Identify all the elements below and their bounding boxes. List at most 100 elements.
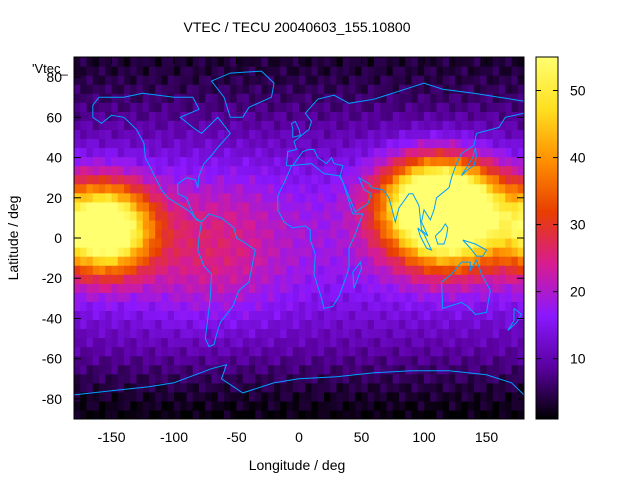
heatmap-cell (86, 310, 94, 321)
heatmap-cell (492, 319, 500, 330)
heatmap-cell (324, 391, 331, 402)
heatmap-cell (374, 319, 381, 330)
heatmap-cell (480, 147, 488, 158)
heatmap-cell (517, 301, 524, 311)
heatmap-cell (299, 228, 306, 239)
heatmap-cell (336, 183, 344, 194)
heatmap-cell (192, 219, 200, 230)
heatmap-cell (317, 156, 325, 167)
heatmap-cell (424, 84, 431, 94)
heatmap-cell (255, 256, 263, 266)
heatmap-cell (430, 111, 438, 121)
heatmap-cell (111, 346, 119, 357)
heatmap-cell (286, 310, 294, 321)
heatmap-cell (136, 93, 144, 103)
heatmap-cell (455, 346, 463, 357)
heatmap-cell (467, 346, 475, 357)
heatmap-cell (424, 93, 431, 103)
heatmap-cell (155, 156, 163, 167)
heatmap-cell (111, 210, 119, 221)
heatmap-cell (236, 102, 244, 112)
heatmap-cell (380, 156, 388, 167)
heatmap-cell (405, 238, 413, 248)
heatmap-cell (417, 346, 425, 357)
heatmap-cell (74, 183, 81, 194)
heatmap-cell (505, 129, 513, 140)
heatmap-cell (217, 165, 225, 176)
heatmap-cell (305, 129, 313, 140)
heatmap-cell (380, 346, 388, 357)
heatmap-cell (330, 409, 338, 419)
heatmap-cell (361, 75, 369, 85)
heatmap-cell (130, 57, 138, 67)
heatmap-cell (480, 238, 488, 248)
heatmap-cell (336, 192, 344, 203)
heatmap-cell (317, 319, 325, 330)
heatmap-cell (330, 328, 338, 339)
heatmap-cell (261, 364, 269, 375)
heatmap-cell (330, 192, 338, 203)
heatmap-cell (486, 409, 494, 419)
heatmap-cell (211, 201, 219, 212)
heatmap-cell (517, 174, 524, 185)
heatmap-cell (74, 310, 81, 321)
heatmap-cell (80, 102, 88, 112)
heatmap-cell (205, 156, 213, 167)
heatmap-cell (511, 165, 519, 176)
heatmap-cell (499, 256, 506, 266)
heatmap-cell (499, 120, 506, 130)
heatmap-cell (149, 328, 156, 339)
heatmap-cell (474, 219, 481, 230)
heatmap-cell (386, 165, 394, 176)
heatmap-cell (261, 165, 269, 176)
heatmap-cell (105, 319, 113, 330)
heatmap-cell (142, 138, 150, 149)
heatmap-cell (324, 256, 331, 266)
heatmap-cell (149, 147, 156, 158)
heatmap-cell (367, 57, 375, 67)
heatmap-cell (480, 210, 488, 221)
heatmap-cell (467, 409, 475, 419)
heatmap-cell (411, 138, 419, 149)
heatmap-cell (374, 391, 381, 402)
heatmap-cell (255, 75, 263, 85)
heatmap-cell (186, 84, 194, 94)
heatmap-cell (436, 337, 444, 348)
heatmap-cell (167, 120, 175, 130)
heatmap-cell (374, 292, 381, 302)
heatmap-cell (486, 247, 494, 257)
heatmap-cell (217, 238, 225, 248)
colorbar-tick-label: 40 (570, 150, 586, 166)
heatmap-cell (105, 111, 113, 121)
heatmap-cell (417, 84, 425, 94)
heatmap-cell (449, 382, 456, 393)
heatmap-cell (492, 373, 500, 384)
heatmap-cell (361, 328, 369, 339)
heatmap-cell (280, 192, 288, 203)
heatmap-cell (224, 355, 231, 366)
heatmap-cell (405, 210, 413, 221)
heatmap-cell (361, 201, 369, 212)
heatmap-cell (161, 75, 169, 85)
heatmap-cell (186, 183, 194, 194)
heatmap-cell (111, 93, 119, 103)
heatmap-cell (436, 228, 444, 239)
heatmap-cell (149, 120, 156, 130)
heatmap-cell (105, 247, 113, 257)
heatmap-cell (392, 75, 400, 85)
heatmap-cell (155, 283, 163, 293)
heatmap-cell (317, 301, 325, 311)
heatmap-cell (211, 102, 219, 112)
heatmap-cell (374, 84, 381, 94)
heatmap-cell (442, 66, 450, 76)
heatmap-cell (192, 183, 200, 194)
heatmap-cell (236, 75, 244, 85)
heatmap-cell (130, 265, 138, 275)
heatmap-cell (492, 201, 500, 212)
heatmap-cell (342, 93, 350, 103)
heatmap-cell (311, 111, 319, 121)
heatmap-cell (317, 328, 325, 339)
heatmap-cell (242, 147, 250, 158)
y-tick-label: -20 (42, 270, 62, 286)
heatmap-cell (230, 382, 238, 393)
